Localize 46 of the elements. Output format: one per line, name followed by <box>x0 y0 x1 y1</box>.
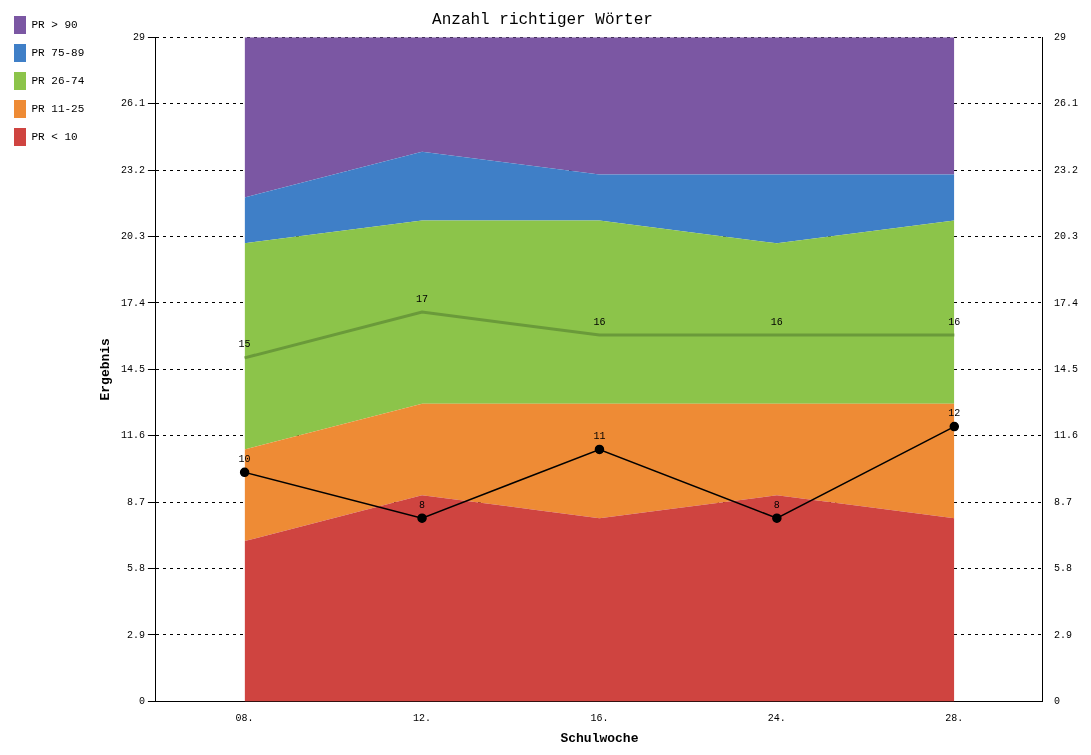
y-tick-label: 0 <box>138 696 145 708</box>
y-tick-label: 8.7 <box>126 496 145 508</box>
data-label: 16 <box>770 316 783 328</box>
data-label: 17 <box>416 293 429 305</box>
x-axis-title: Schulwoche <box>560 731 639 747</box>
y-tick-label: 23.2 <box>120 164 145 176</box>
data-label: 8 <box>773 499 780 511</box>
x-tick-label: 12. <box>413 713 432 725</box>
legend-label: PR < 10 <box>31 130 78 143</box>
y-tick-label: 29 <box>132 31 145 43</box>
y2-tick-label: 26.1 <box>1054 98 1079 110</box>
y-tick-label: 5.8 <box>126 563 145 575</box>
y2-tick-label: 14.5 <box>1054 363 1079 375</box>
y-tick-label: 2.9 <box>126 629 145 641</box>
chart-title: Anzahl richtiger Wörter <box>432 10 653 29</box>
y2-tick-label: 17.4 <box>1054 297 1079 309</box>
point <box>239 467 250 478</box>
data-label: 11 <box>593 431 606 443</box>
legend-label: PR > 90 <box>31 18 78 31</box>
point <box>949 421 960 432</box>
legend-label: PR 26-74 <box>31 74 85 87</box>
legend-label: PR 11-25 <box>31 102 85 115</box>
y2-tick-label: 20.3 <box>1054 231 1079 243</box>
y2-tick-label: 23.2 <box>1054 164 1079 176</box>
point <box>772 513 782 523</box>
y2-tick-label: 2.9 <box>1054 629 1073 641</box>
legend-label: PR 75-89 <box>31 46 85 59</box>
x-tick-label: 08. <box>235 713 254 725</box>
point <box>594 444 605 455</box>
y-tick-label: 14.5 <box>120 363 145 375</box>
y2-tick-label: 5.8 <box>1054 563 1073 575</box>
y2-tick-label: 11.6 <box>1054 430 1079 442</box>
data-label: 16 <box>593 316 606 328</box>
y-tick-label: 26.1 <box>120 98 145 110</box>
data-label: 8 <box>419 499 426 511</box>
x-tick-label: 16. <box>590 713 609 725</box>
y2-tick-label: 0 <box>1054 696 1061 708</box>
x-tick-label: 24. <box>767 713 786 725</box>
x-tick-label: 28. <box>945 713 964 725</box>
point <box>417 513 427 523</box>
y2-tick-label: 8.7 <box>1054 496 1073 508</box>
y-tick-label: 20.3 <box>120 231 145 243</box>
y-tick-label: 17.4 <box>120 297 145 309</box>
y-tick-label: 11.6 <box>120 430 145 442</box>
y2-tick-label: 29 <box>1054 31 1067 43</box>
y-axis-title: Ergebnis <box>98 337 114 401</box>
